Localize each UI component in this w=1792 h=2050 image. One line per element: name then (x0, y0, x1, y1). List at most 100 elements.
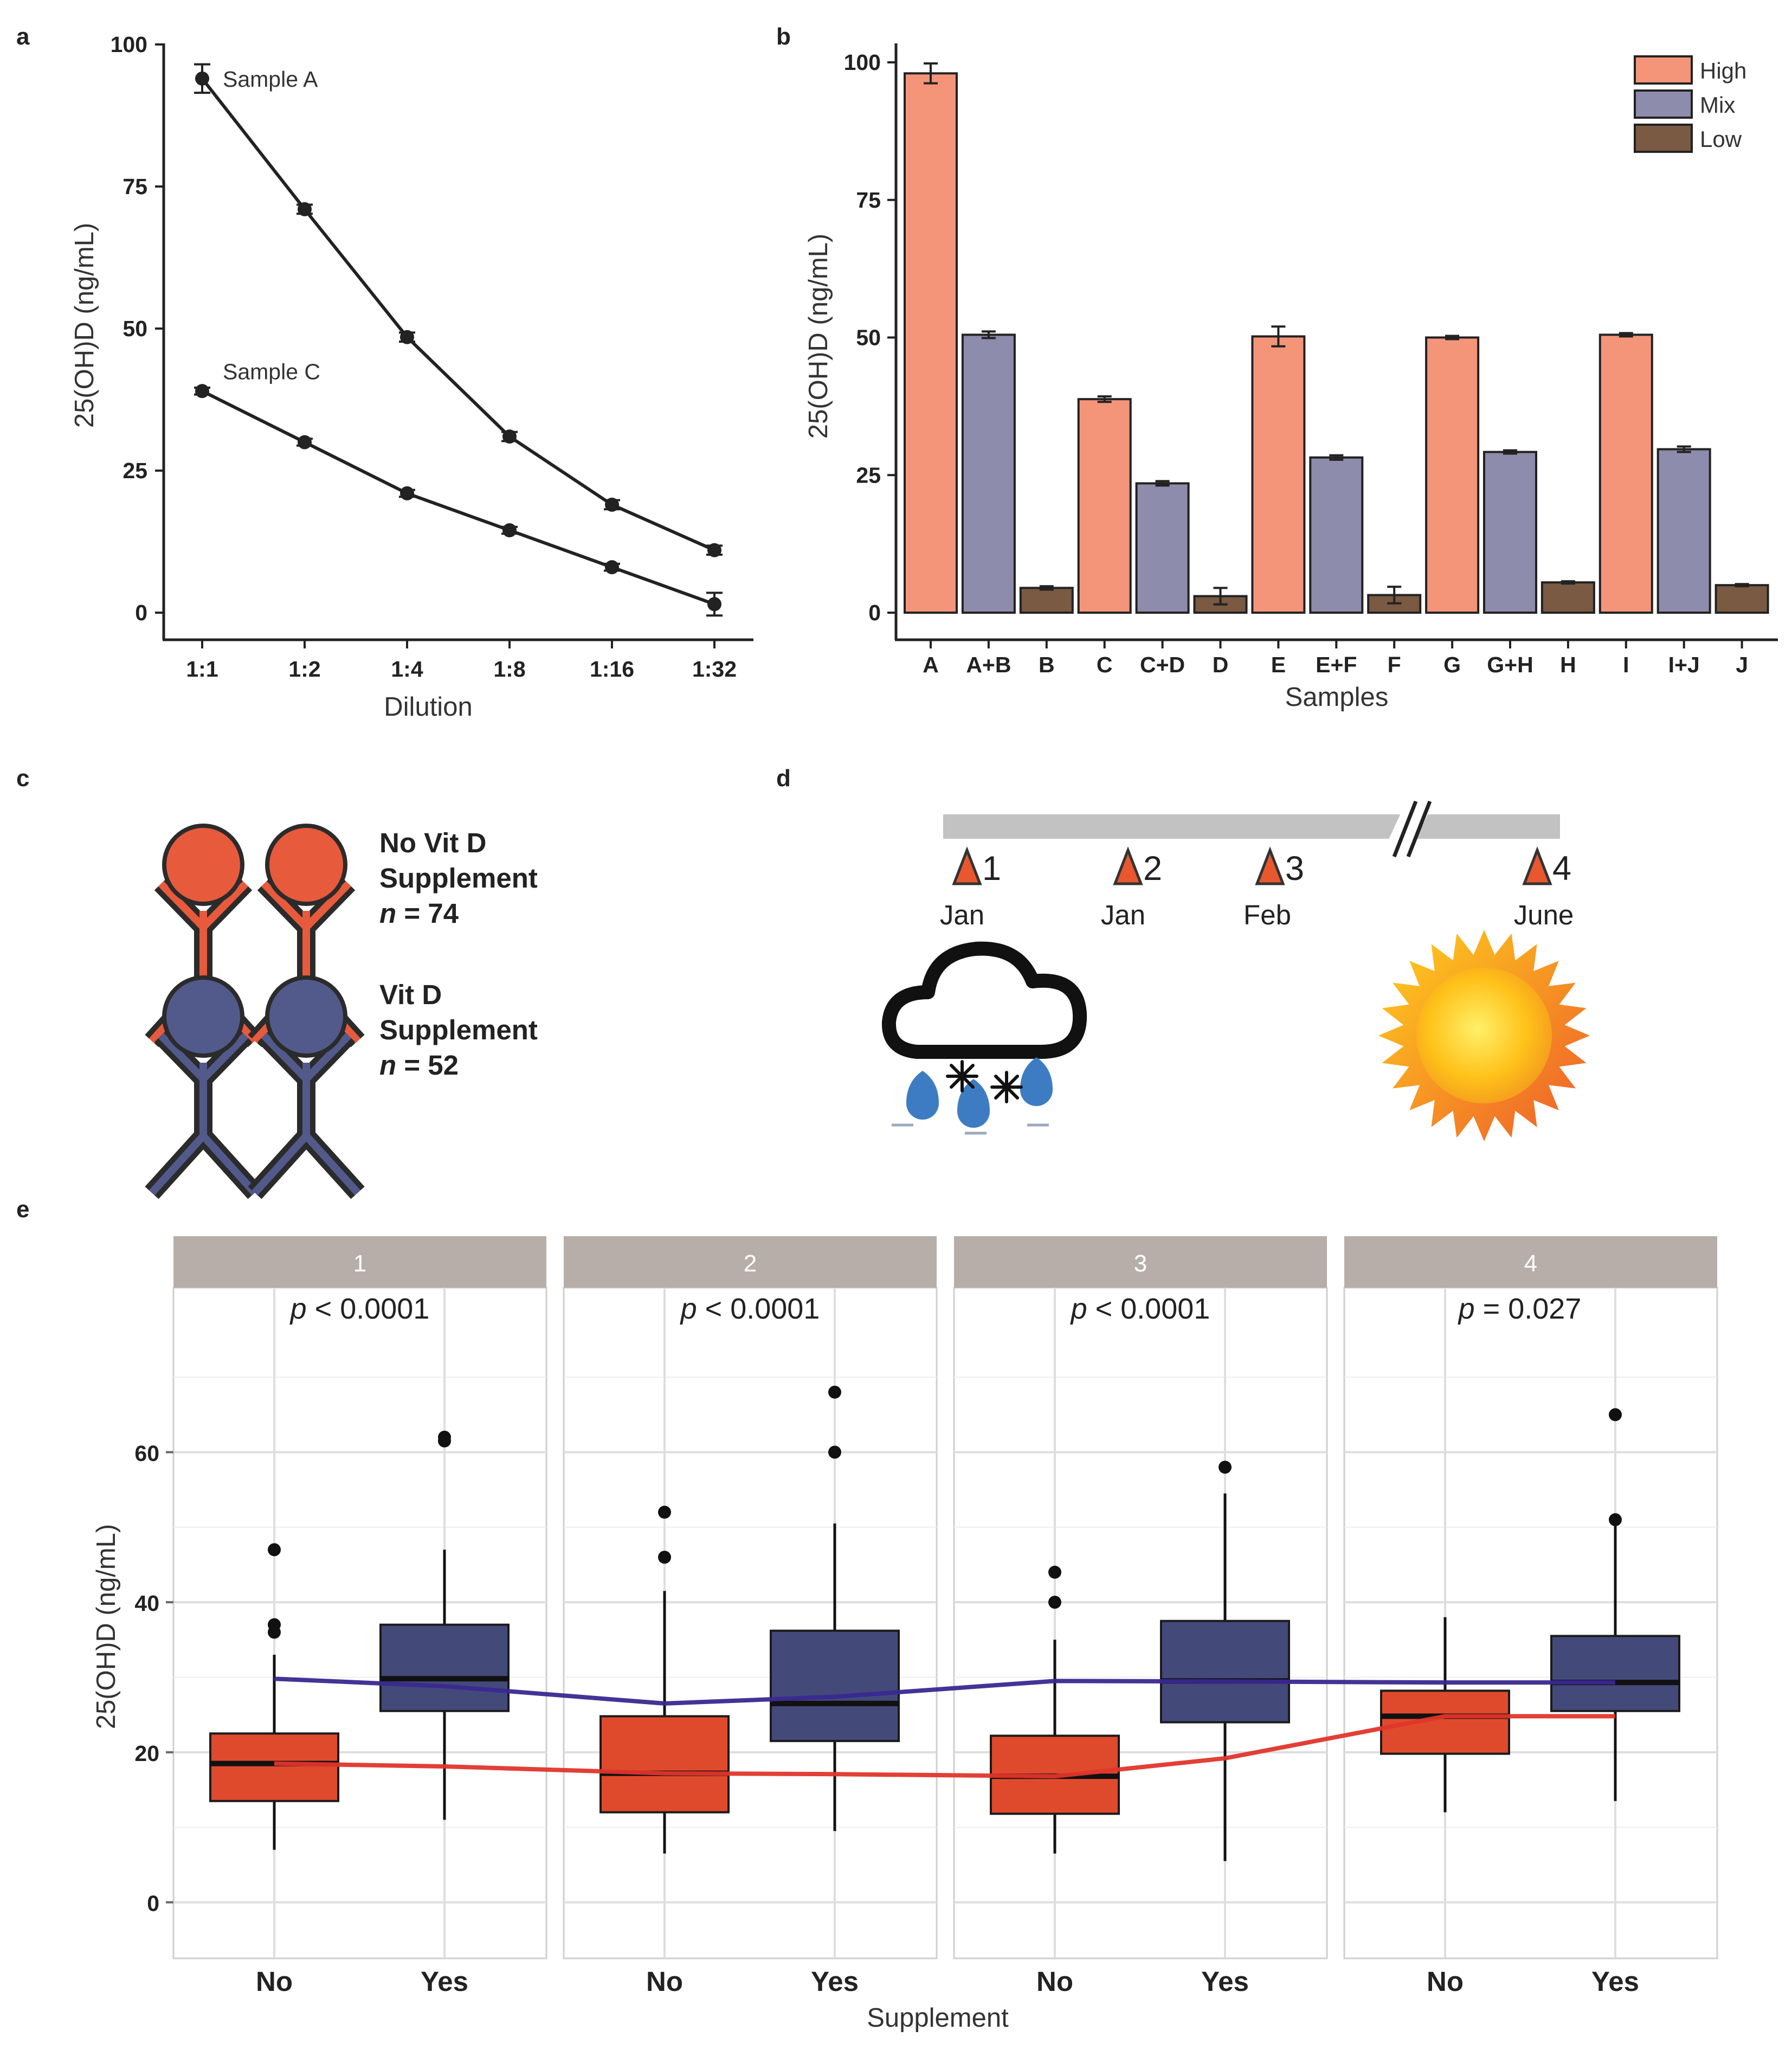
data-point (502, 429, 517, 444)
timepoint-number: 3 (1285, 850, 1304, 888)
person-icon (145, 824, 262, 1048)
bar (961, 333, 1016, 614)
timepoint-number: 2 (1143, 850, 1162, 888)
x-tick-label: E (1271, 652, 1286, 677)
box (600, 1715, 730, 1814)
data-point (605, 560, 619, 575)
outlier-point (828, 1445, 841, 1459)
panel-e-box-chart: 1 p < 0.0001 No Yes 2 p < 0.0001 No Yes 3 p < 0.0… (92, 1236, 1718, 2033)
panel-b-xlabel: Samples (1285, 683, 1389, 712)
facet-strip (1344, 1236, 1717, 1288)
timepoint-marker-icon (1255, 846, 1285, 885)
x-tick-label: 1:2 (288, 657, 320, 682)
panel-a-line-chart: 0 25 50 75 100 1:1 1:2 1:4 1:8 1:16 1:32 Sample A Sa… (70, 32, 753, 722)
x-tick-label: Yes (421, 1966, 468, 1997)
facet-strip-label: 3 (1134, 1250, 1147, 1277)
box (1550, 1635, 1680, 1712)
snowflake-icon (946, 1060, 978, 1093)
bar (1309, 456, 1364, 614)
x-tick-label: Yes (1591, 1966, 1639, 1997)
x-tick-label: C (1097, 652, 1113, 677)
facet-panel (172, 1287, 547, 1959)
x-tick-label: Yes (1201, 1966, 1249, 1997)
y-tick-label: 75 (856, 188, 881, 213)
facet-strip-label: 1 (353, 1250, 366, 1277)
y-tick-label: 60 (134, 1441, 159, 1466)
box (209, 1732, 339, 1802)
outlier-point (658, 1551, 671, 1564)
data-point (605, 497, 619, 512)
x-tick-label: F (1388, 652, 1401, 677)
data-point (298, 202, 312, 216)
panel-e-ylabel: 25(OH)D (ng/mL) (92, 1524, 121, 1729)
outlier-point (1609, 1408, 1622, 1422)
y-tick-label: 40 (134, 1591, 159, 1616)
bar (1019, 587, 1074, 614)
x-tick-label: 1:32 (692, 657, 737, 682)
bar (1714, 584, 1769, 614)
y-tick-label: 50 (856, 325, 881, 350)
median-trend-line-yes (274, 1676, 1615, 1706)
median-trend-line-no (274, 1714, 1615, 1779)
y-tick-label: 100 (111, 32, 147, 57)
axis-break (1406, 800, 1432, 858)
outlier-point (658, 1506, 671, 1519)
bar (1135, 482, 1190, 614)
timepoint-marker-icon (952, 846, 982, 885)
panel-d-timeline: 1 Jan 2 Jan 3 Feb 4 June (881, 800, 1590, 1141)
bar (1425, 336, 1480, 614)
x-tick-label: G+H (1487, 652, 1533, 677)
panel-e-xlabel: Supplement (867, 2003, 1009, 2033)
p-value-label: p < 0.0001 (680, 1293, 820, 1325)
y-tick-label: 0 (135, 600, 147, 625)
timepoint-number: 4 (1552, 850, 1571, 888)
legend-label-mix: Mix (1700, 92, 1735, 118)
x-tick-label: G (1443, 652, 1461, 677)
outlier-point (1048, 1596, 1061, 1609)
group-no-line2: Supplement (379, 863, 538, 894)
data-point (298, 435, 312, 449)
axis-break (1392, 800, 1418, 858)
panel-b-ylabel: 25(OH)D (ng/mL) (804, 234, 833, 439)
group-no-line1: No Vit D (379, 827, 486, 858)
series-label: Sample A (223, 67, 318, 92)
x-tick-label: 1:1 (186, 657, 218, 682)
x-tick-label: No (1427, 1966, 1464, 1997)
outlier-point (268, 1543, 281, 1557)
outlier-point (438, 1430, 451, 1444)
panel-b-bar-chart: 0 25 50 75 100 A A+B B C C+D D E E+F F G G+H H I I+J J Samp… (804, 43, 1778, 712)
data-point (400, 486, 414, 500)
timeline-bar (943, 814, 1560, 839)
x-tick-label: A (923, 652, 939, 677)
bar (1598, 333, 1653, 614)
outlier-point (268, 1618, 281, 1631)
x-tick-label: C+D (1140, 652, 1185, 677)
x-tick-label: I+J (1668, 652, 1700, 677)
bar (1077, 398, 1132, 614)
timepoint-number: 1 (982, 850, 1001, 888)
p-value-label: p < 0.0001 (289, 1293, 430, 1325)
box (1160, 1620, 1290, 1724)
p-value-label: p < 0.0001 (1070, 1293, 1210, 1325)
n-value: = 74 (396, 898, 459, 929)
group-no-n: n = 74 (379, 898, 459, 929)
legend-swatch-mix (1634, 89, 1693, 119)
series-line (201, 78, 715, 552)
panel-label-b: b (776, 23, 791, 50)
data-point (707, 597, 721, 612)
outlier-point (1219, 1461, 1232, 1474)
y-tick-label: 100 (844, 50, 881, 75)
data-point (195, 71, 209, 86)
panel-label-a: a (16, 23, 30, 50)
person-icon (248, 975, 365, 1199)
snowflake-icon (990, 1071, 1023, 1103)
x-tick-label: 1:8 (493, 657, 525, 682)
panel-a-xlabel: Dilution (384, 692, 472, 722)
y-tick-label: 0 (868, 600, 881, 625)
x-tick-label: H (1560, 652, 1576, 677)
timepoint-month: June (1514, 899, 1574, 930)
facet-strip-label: 4 (1524, 1250, 1537, 1277)
data-point (195, 384, 209, 399)
person-icon (145, 975, 262, 1199)
facet-strip (173, 1236, 546, 1288)
